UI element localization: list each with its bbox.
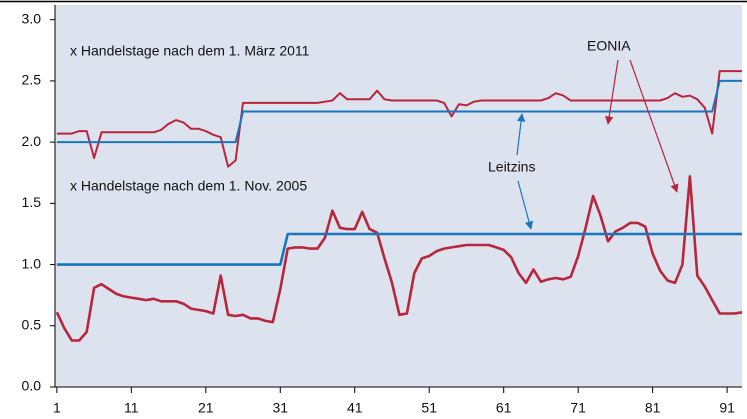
- series-label: EONIA: [587, 38, 631, 54]
- x-tick-label: 31: [272, 400, 288, 416]
- y-tick-label: 0.5: [22, 316, 42, 332]
- x-tick-label: 11: [124, 400, 139, 416]
- y-tick-label: 2.0: [22, 133, 42, 149]
- y-tick-label: 1.0: [22, 255, 42, 271]
- x-tick-label: 81: [645, 400, 661, 416]
- y-tick-label: 0.0: [22, 378, 42, 394]
- x-tick-label: 21: [198, 400, 214, 416]
- data-line: [55, 175, 743, 342]
- arrow: [629, 59, 679, 193]
- y-tick-label: 2.5: [22, 72, 42, 88]
- data-line: [56, 79, 742, 144]
- x-tick-label: 1: [53, 400, 61, 416]
- y-tick-label: 3.0: [22, 10, 42, 26]
- plot-background: [55, 5, 742, 387]
- arrow: [517, 180, 534, 230]
- x-tick-label: 61: [496, 400, 512, 416]
- x-tick-label: 91: [719, 400, 735, 416]
- annotation: x Handelstage nach dem 1. Nov. 2005: [70, 178, 307, 194]
- data-line: [56, 232, 742, 266]
- annotation: x Handelstage nach dem 1. März 2011: [70, 43, 310, 59]
- y-tick-label: 1.5: [22, 194, 42, 210]
- x-tick-label: 51: [421, 400, 437, 416]
- arrow: [605, 59, 619, 125]
- x-tick-label: 71: [570, 400, 586, 416]
- x-tick-label: 41: [347, 400, 363, 416]
- arrow: [516, 113, 526, 156]
- series-label: Leitzins: [488, 159, 535, 175]
- data-line: [56, 70, 742, 168]
